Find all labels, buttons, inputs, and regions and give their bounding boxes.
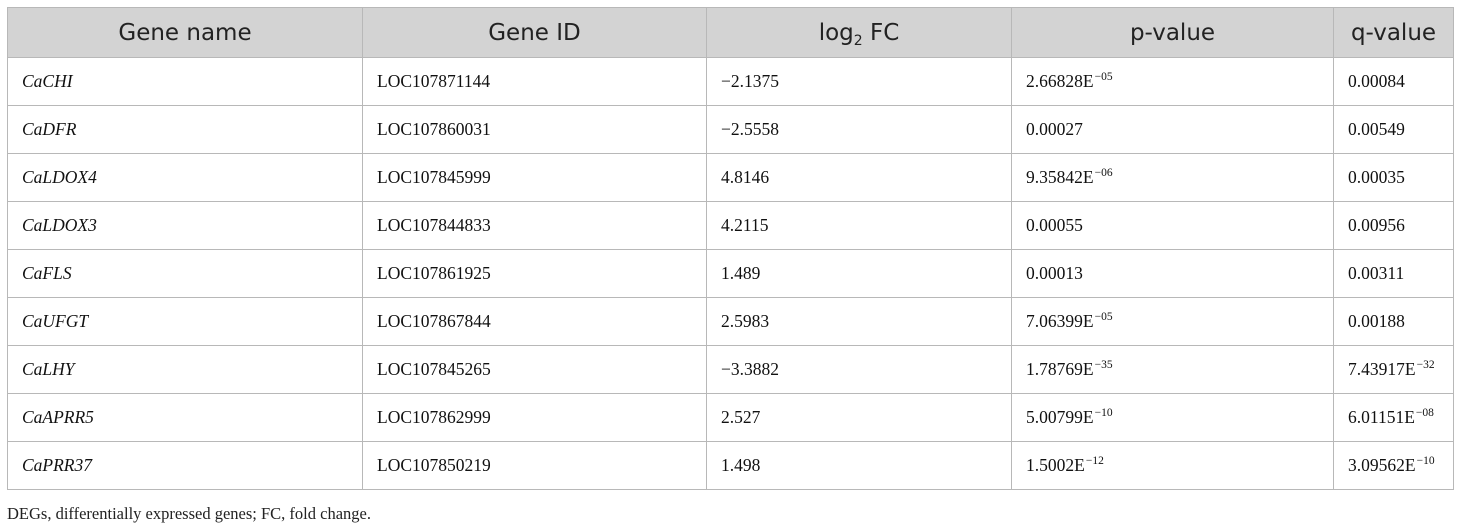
table-footnote: DEGs, differentially expressed genes; FC… <box>7 504 371 523</box>
p-value-cell-base: 0.00013 <box>1026 263 1083 283</box>
p-value-cell-base: 1.78769E <box>1026 359 1094 379</box>
log2fc-cell: −2.5558 <box>706 105 1012 154</box>
table-row: CaAPRR5 LOC107862999 2.527 5.00799E−10 6.011… <box>7 393 1454 442</box>
p-value-cell-base: 0.00027 <box>1026 119 1083 139</box>
deg-table: Gene name Gene ID log2 FC p-value q-value Ca… <box>7 7 1454 490</box>
q-value-cell-base: 7.43917E <box>1348 359 1416 379</box>
table-row: CaLHY LOC107845265 −3.3882 1.78769E−35 7.439… <box>7 345 1454 394</box>
p-value-cell: 0.00027 <box>1011 105 1334 154</box>
table-body: CaCHI LOC107871144 −2.1375 2.66828E−05 0.000… <box>7 57 1454 490</box>
p-value-cell-exponent: −10 <box>1094 407 1113 419</box>
header-label: Gene name <box>118 19 252 46</box>
log2fc-cell: 1.498 <box>706 441 1012 490</box>
log2fc-cell: 4.2115 <box>706 201 1012 250</box>
q-value-cell-base: 0.00084 <box>1348 71 1405 91</box>
p-value-cell-base: 0.00055 <box>1026 215 1083 235</box>
gene-name-cell: CaLDOX4 <box>7 153 363 202</box>
header-label: Gene ID <box>488 19 581 46</box>
header-subscript: 2 <box>853 32 863 49</box>
q-value-cell-exponent: −10 <box>1416 455 1435 467</box>
q-value-cell: 0.00549 <box>1333 105 1454 154</box>
gene-id-cell: LOC107867844 <box>362 297 707 346</box>
q-value-cell-base: 0.00311 <box>1348 263 1405 283</box>
log2fc-header: log2 FC <box>706 7 1012 58</box>
p-value-cell-base: 5.00799E <box>1026 407 1094 427</box>
header-label: q-value <box>1350 19 1437 46</box>
table-row: CaPRR37 LOC107850219 1.498 1.5002E−12 3.0956… <box>7 441 1454 490</box>
log2fc-cell: −2.1375 <box>706 57 1012 106</box>
gene-id-cell: LOC107871144 <box>362 57 707 106</box>
p-value-cell: 2.66828E−05 <box>1011 57 1334 106</box>
p-value-cell: 9.35842E−06 <box>1011 153 1334 202</box>
gene-id-cell: LOC107850219 <box>362 441 707 490</box>
header-label: log <box>818 19 854 46</box>
log2fc-cell: 2.527 <box>706 393 1012 442</box>
gene-name-cell: CaLDOX3 <box>7 201 363 250</box>
gene-id-cell: LOC107845999 <box>362 153 707 202</box>
table-row: CaFLS LOC107861925 1.489 0.00013 0.00311 <box>7 249 1454 298</box>
log2fc-cell: 4.8146 <box>706 153 1012 202</box>
gene-id-cell: LOC107862999 <box>362 393 707 442</box>
q-value-cell: 0.00084 <box>1333 57 1454 106</box>
q-value-cell-base: 0.00956 <box>1348 215 1405 235</box>
gene-name-cell: CaUFGT <box>7 297 363 346</box>
p-value-cell-base: 9.35842E <box>1026 167 1094 187</box>
q-value-cell-base: 0.00549 <box>1348 119 1405 139</box>
table-header: Gene name Gene ID log2 FC p-value q-value <box>7 7 1454 58</box>
q-value-cell-base: 0.00035 <box>1348 167 1405 187</box>
p-value-cell-exponent: −06 <box>1094 167 1113 179</box>
p-value-cell: 5.00799E−10 <box>1011 393 1334 442</box>
gene-name-cell: CaCHI <box>7 57 363 106</box>
p-value-cell-base: 1.5002E <box>1026 455 1085 475</box>
gene-name-header: Gene name <box>7 7 363 58</box>
p-value-cell-base: 7.06399E <box>1026 311 1094 331</box>
p-value-cell-exponent: −35 <box>1094 359 1113 371</box>
gene-name-cell: CaPRR37 <box>7 441 363 490</box>
p-value-cell-exponent: −05 <box>1094 71 1113 83</box>
header-row: Gene name Gene ID log2 FC p-value q-value <box>7 7 1454 58</box>
gene-id-cell: LOC107860031 <box>362 105 707 154</box>
log2fc-cell: 1.489 <box>706 249 1012 298</box>
p-value-cell-exponent: −12 <box>1085 455 1104 467</box>
p-value-cell-base: 2.66828E <box>1026 71 1094 91</box>
gene-id-cell: LOC107845265 <box>362 345 707 394</box>
log2fc-cell: −3.3882 <box>706 345 1012 394</box>
table-row: CaCHI LOC107871144 −2.1375 2.66828E−05 0.000… <box>7 57 1454 106</box>
p-value-cell: 0.00055 <box>1011 201 1334 250</box>
table-row: CaLDOX4 LOC107845999 4.8146 9.35842E−06 0.00… <box>7 153 1454 202</box>
q-value-header: q-value <box>1333 7 1454 58</box>
p-value-header: p-value <box>1011 7 1334 58</box>
q-value-cell: 3.09562E−10 <box>1333 441 1454 490</box>
gene-id-cell: LOC107861925 <box>362 249 707 298</box>
table-row: CaUFGT LOC107867844 2.5983 7.06399E−05 0.001… <box>7 297 1454 346</box>
p-value-cell: 1.5002E−12 <box>1011 441 1334 490</box>
q-value-cell: 0.00956 <box>1333 201 1454 250</box>
q-value-cell-base: 3.09562E <box>1348 455 1416 475</box>
q-value-cell-exponent: −32 <box>1416 359 1435 371</box>
q-value-cell-base: 6.01151E <box>1348 407 1415 427</box>
p-value-cell: 0.00013 <box>1011 249 1334 298</box>
p-value-cell: 1.78769E−35 <box>1011 345 1334 394</box>
q-value-cell: 0.00188 <box>1333 297 1454 346</box>
gene-name-cell: CaDFR <box>7 105 363 154</box>
gene-id-header: Gene ID <box>362 7 707 58</box>
gene-name-cell: CaAPRR5 <box>7 393 363 442</box>
gene-name-cell: CaFLS <box>7 249 363 298</box>
q-value-cell: 0.00311 <box>1333 249 1454 298</box>
header-label-suffix: FC <box>862 19 900 46</box>
q-value-cell-exponent: −08 <box>1415 407 1434 419</box>
header-label: p-value <box>1129 19 1216 46</box>
gene-name-cell: CaLHY <box>7 345 363 394</box>
q-value-cell: 0.00035 <box>1333 153 1454 202</box>
p-value-cell-exponent: −05 <box>1094 311 1113 323</box>
gene-id-cell: LOC107844833 <box>362 201 707 250</box>
p-value-cell: 7.06399E−05 <box>1011 297 1334 346</box>
q-value-cell: 6.01151E−08 <box>1333 393 1454 442</box>
table-row: CaDFR LOC107860031 −2.5558 0.00027 0.00549 <box>7 105 1454 154</box>
q-value-cell: 7.43917E−32 <box>1333 345 1454 394</box>
log2fc-cell: 2.5983 <box>706 297 1012 346</box>
table-row: CaLDOX3 LOC107844833 4.2115 0.00055 0.00956 <box>7 201 1454 250</box>
q-value-cell-base: 0.00188 <box>1348 311 1405 331</box>
